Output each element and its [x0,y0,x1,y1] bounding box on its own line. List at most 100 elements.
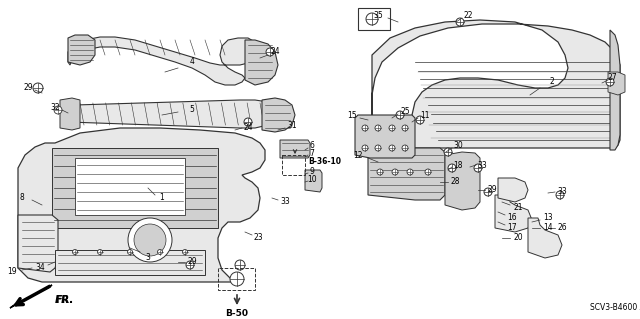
Text: 15: 15 [347,110,357,120]
Text: 18: 18 [453,160,463,169]
Circle shape [72,249,77,255]
Circle shape [389,145,395,151]
Polygon shape [608,72,625,95]
Circle shape [392,169,398,175]
Polygon shape [280,140,310,158]
Text: 22: 22 [463,11,473,19]
Polygon shape [498,178,528,202]
Circle shape [474,164,482,172]
Circle shape [362,145,368,151]
Circle shape [416,116,424,124]
Text: 29: 29 [23,84,33,93]
Circle shape [54,106,62,114]
Text: 3: 3 [145,254,150,263]
Text: 21: 21 [513,204,523,212]
Circle shape [448,164,456,172]
Circle shape [157,249,163,255]
Circle shape [389,125,395,131]
Circle shape [444,148,452,156]
Text: SCV3-B4600 A: SCV3-B4600 A [590,303,640,313]
Circle shape [402,145,408,151]
Text: 7: 7 [310,149,314,158]
Text: 30: 30 [453,140,463,150]
Polygon shape [305,170,322,192]
Text: 6: 6 [310,140,314,150]
Text: 13: 13 [543,213,553,222]
Circle shape [375,125,381,131]
Circle shape [556,191,564,199]
Circle shape [134,224,166,256]
Polygon shape [18,215,58,272]
Polygon shape [495,195,532,232]
Circle shape [377,169,383,175]
Text: 4: 4 [189,57,195,66]
Text: 8: 8 [20,194,24,203]
Polygon shape [358,8,390,30]
Text: FR.: FR. [55,295,73,305]
Text: 31: 31 [287,121,297,130]
Text: 24: 24 [270,48,280,56]
Polygon shape [68,37,260,85]
Circle shape [425,169,431,175]
Circle shape [97,249,102,255]
Text: 34: 34 [35,263,45,272]
Polygon shape [18,128,265,282]
Text: 33: 33 [557,188,567,197]
Circle shape [33,83,43,93]
Polygon shape [75,158,185,215]
Text: 12: 12 [353,151,363,160]
Circle shape [128,218,172,262]
Circle shape [266,48,274,56]
Text: 11: 11 [420,110,429,120]
Text: 33: 33 [280,197,290,206]
Text: B-50: B-50 [225,309,248,318]
Polygon shape [55,250,205,275]
Polygon shape [68,35,95,65]
Text: 16: 16 [507,213,517,222]
Polygon shape [610,30,620,150]
Polygon shape [368,148,445,200]
Circle shape [456,18,464,26]
Text: 29: 29 [187,257,197,266]
Circle shape [362,125,368,131]
Polygon shape [10,285,52,308]
Circle shape [484,188,492,196]
Polygon shape [68,100,275,128]
Text: 2: 2 [550,78,554,86]
Text: 17: 17 [507,224,517,233]
Text: 33: 33 [477,160,487,169]
Circle shape [366,13,378,25]
Text: 28: 28 [451,177,460,187]
Polygon shape [355,115,415,158]
Text: 26: 26 [557,224,567,233]
Text: 14: 14 [543,224,553,233]
Text: 5: 5 [189,106,195,115]
Text: 27: 27 [607,73,617,83]
Polygon shape [60,98,80,130]
Polygon shape [372,20,620,148]
Text: 10: 10 [307,175,317,184]
Circle shape [375,145,381,151]
Polygon shape [528,218,562,258]
Text: 19: 19 [7,268,17,277]
Circle shape [407,169,413,175]
Circle shape [127,249,132,255]
Circle shape [235,260,245,270]
Text: 32: 32 [50,103,60,113]
Polygon shape [52,148,218,228]
Polygon shape [262,98,295,132]
Polygon shape [245,40,278,85]
Polygon shape [445,152,480,210]
Text: 23: 23 [253,234,263,242]
Text: 9: 9 [310,167,314,176]
Circle shape [402,125,408,131]
Circle shape [230,272,244,286]
Text: 20: 20 [513,234,523,242]
Circle shape [606,78,614,86]
Circle shape [244,118,252,126]
Circle shape [186,261,194,269]
Circle shape [396,111,404,119]
Circle shape [182,249,188,255]
Text: 1: 1 [159,194,164,203]
Text: 35: 35 [373,11,383,19]
